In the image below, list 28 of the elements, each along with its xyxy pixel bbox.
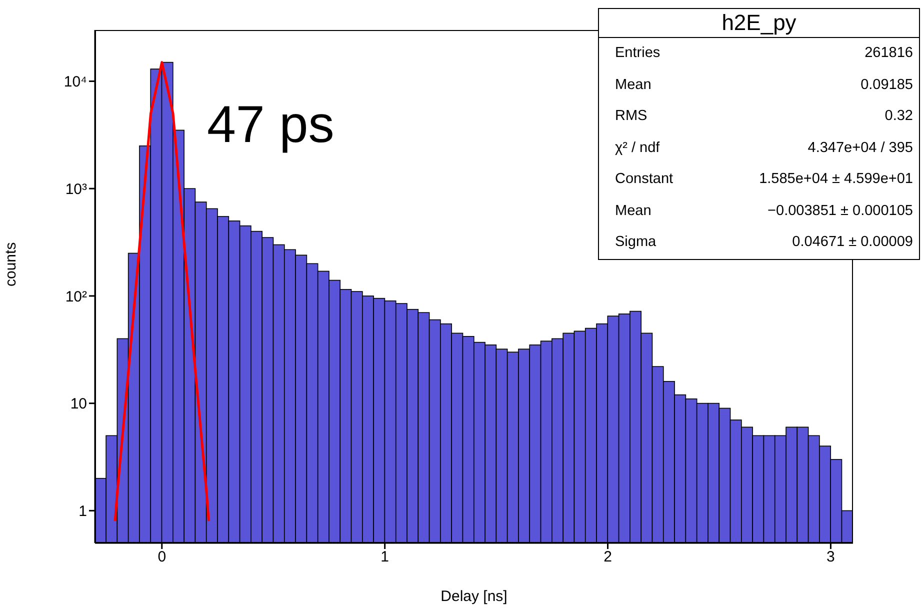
x-tick-label: 0 (158, 548, 166, 566)
line-series (114, 61, 210, 522)
annotation: 4.347e+04 / 395 (808, 138, 913, 158)
annotation: Mean (615, 76, 652, 94)
annotation: −0.003851 ± 0.000105 (768, 202, 913, 220)
text: 0.09185 (860, 76, 913, 94)
annotation: χ² / ndf (615, 138, 660, 158)
y-tick-label: 1 (78, 503, 87, 520)
y-tick-label: 10⁴ (64, 74, 87, 91)
annotation: RMS (615, 107, 648, 126)
annotation: 47 ps (207, 95, 334, 155)
annotation: 1.585e+04 ± 4.599e+01 (759, 170, 913, 189)
annotation: Sigma (615, 233, 656, 252)
annotation: Entries (615, 44, 660, 63)
text: 0.32 (884, 107, 913, 126)
annotation: Constant (615, 170, 674, 189)
x-tick-label: 1 (380, 548, 389, 566)
x-axis-title: Delay [ns] (440, 588, 508, 605)
y-tick-label: 10 (70, 396, 87, 413)
x-tick-label: 2 (604, 548, 612, 566)
annotation: Mean (615, 202, 652, 220)
x-tick-label: 3 (826, 548, 835, 566)
y-tick-label: 10² (65, 288, 87, 306)
y-axis-title: counts (2, 242, 20, 286)
annotation: h2E_py (599, 9, 919, 38)
text: 261816 (864, 44, 913, 63)
annotation: 0.04671 ± 0.00009 (792, 233, 913, 252)
y-tick-label: 10³ (65, 180, 87, 198)
